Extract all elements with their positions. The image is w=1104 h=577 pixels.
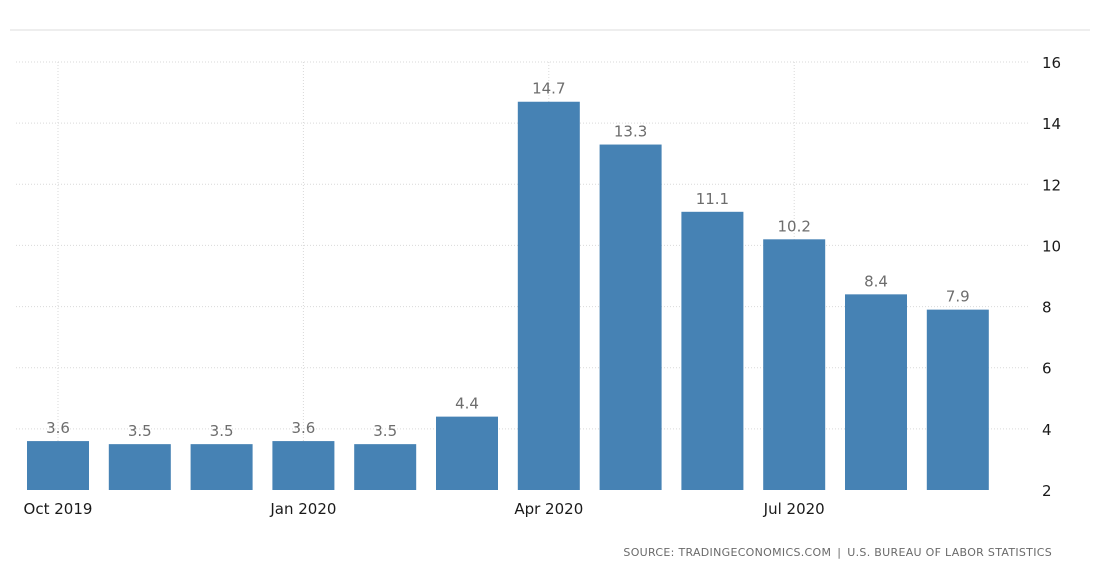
x-tick-label: Apr 2020 xyxy=(514,500,583,518)
x-tick-label: Oct 2019 xyxy=(24,500,93,518)
bar-value-label: 8.4 xyxy=(864,272,888,290)
bar-value-label: 11.1 xyxy=(696,190,729,208)
bar-value-label: 3.6 xyxy=(291,419,315,437)
bar xyxy=(436,416,498,490)
bar-value-label: 4.4 xyxy=(455,395,479,413)
bar xyxy=(926,309,989,490)
bar xyxy=(681,211,744,491)
bar xyxy=(517,101,580,490)
y-tick-label: 8 xyxy=(1042,299,1052,317)
source-separator: | xyxy=(837,546,842,559)
bar xyxy=(272,441,335,490)
data-labels: 3.6 3.5 3.5 3.6 3.5 4.4 14.7 13.3 11.1 10.2 8.4 7.9 xyxy=(46,80,970,440)
x-tick-label: Jan 2020 xyxy=(269,500,336,518)
y-tick-label: 10 xyxy=(1042,237,1061,255)
bar-value-label: 10.2 xyxy=(777,217,810,235)
x-tick-label: Jul 2020 xyxy=(763,500,825,518)
y-tick-label: 14 xyxy=(1042,115,1061,133)
bar xyxy=(354,444,417,490)
bar-value-label: 3.5 xyxy=(210,422,234,440)
bar-value-label: 3.5 xyxy=(128,422,152,440)
source-left-text: SOURCE: TRADINGECONOMICS.COM xyxy=(623,546,832,559)
y-tick-label: 4 xyxy=(1042,421,1052,439)
bars xyxy=(27,101,989,491)
bar xyxy=(599,144,662,491)
y-tick-label: 16 xyxy=(1042,54,1061,72)
y-axis: 2 4 6 8 10 12 14 16 xyxy=(1042,54,1061,500)
bar-value-label: 3.6 xyxy=(46,419,70,437)
bar-value-label: 13.3 xyxy=(614,123,647,141)
bar-value-label: 3.5 xyxy=(373,422,397,440)
bar xyxy=(27,441,89,490)
bar-value-label: 7.9 xyxy=(946,288,970,306)
bar xyxy=(108,444,171,490)
y-tick-label: 6 xyxy=(1042,360,1052,378)
x-axis: Oct 2019 Jan 2020 Apr 2020 Jul 2020 xyxy=(24,500,825,518)
source-attribution: SOURCE: TRADINGECONOMICS.COM | U.S. BUREAU… xyxy=(623,546,1052,559)
bar-value-label: 14.7 xyxy=(532,80,565,98)
bar xyxy=(845,294,907,490)
bar xyxy=(763,239,826,490)
bar xyxy=(190,444,253,490)
y-tick-label: 2 xyxy=(1042,482,1052,500)
source-right-text: U.S. BUREAU OF LABOR STATISTICS xyxy=(847,546,1052,559)
y-tick-label: 12 xyxy=(1042,176,1061,194)
